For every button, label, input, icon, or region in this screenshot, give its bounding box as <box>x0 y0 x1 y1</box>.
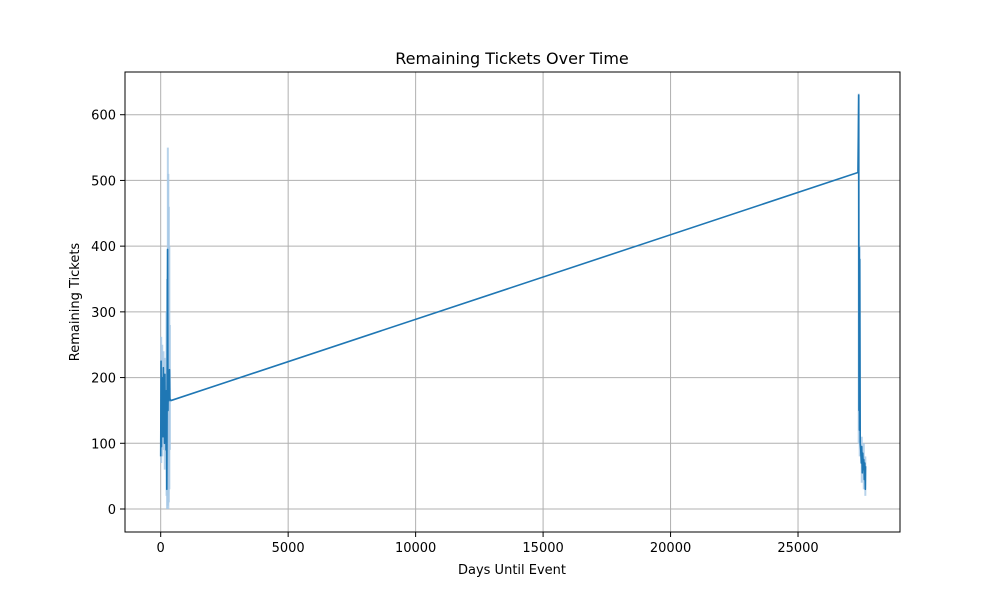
y-tick-label: 600 <box>91 109 116 124</box>
x-tick-label: 20000 <box>650 541 691 556</box>
y-axis-ticks: 0 100 200 300 400 500 600 <box>91 109 125 518</box>
y-tick-label: 500 <box>91 174 116 189</box>
x-tick-label: 10000 <box>395 541 436 556</box>
series-lines <box>159 94 867 491</box>
y-axis-label: Remaining Tickets <box>68 243 83 362</box>
x-tick-label: 25000 <box>777 541 818 556</box>
confidence-band <box>160 93 867 509</box>
chart-title: Remaining Tickets Over Time <box>395 49 629 68</box>
plot-frame <box>124 71 901 533</box>
x-tick-label: 5000 <box>272 541 305 556</box>
series-line <box>159 94 867 491</box>
x-axis-ticks: 0 5000 10000 15000 20000 25000 <box>157 532 819 556</box>
y-tick-label: 400 <box>91 240 116 255</box>
y-tick-label: 0 <box>108 503 116 518</box>
x-axis-label: Days Until Event <box>458 563 566 578</box>
gridlines <box>125 72 900 532</box>
y-tick-label: 300 <box>91 306 116 321</box>
x-tick-label: 0 <box>157 541 165 556</box>
x-tick-label: 15000 <box>522 541 563 556</box>
y-tick-label: 100 <box>91 437 116 452</box>
y-tick-label: 200 <box>91 372 116 387</box>
